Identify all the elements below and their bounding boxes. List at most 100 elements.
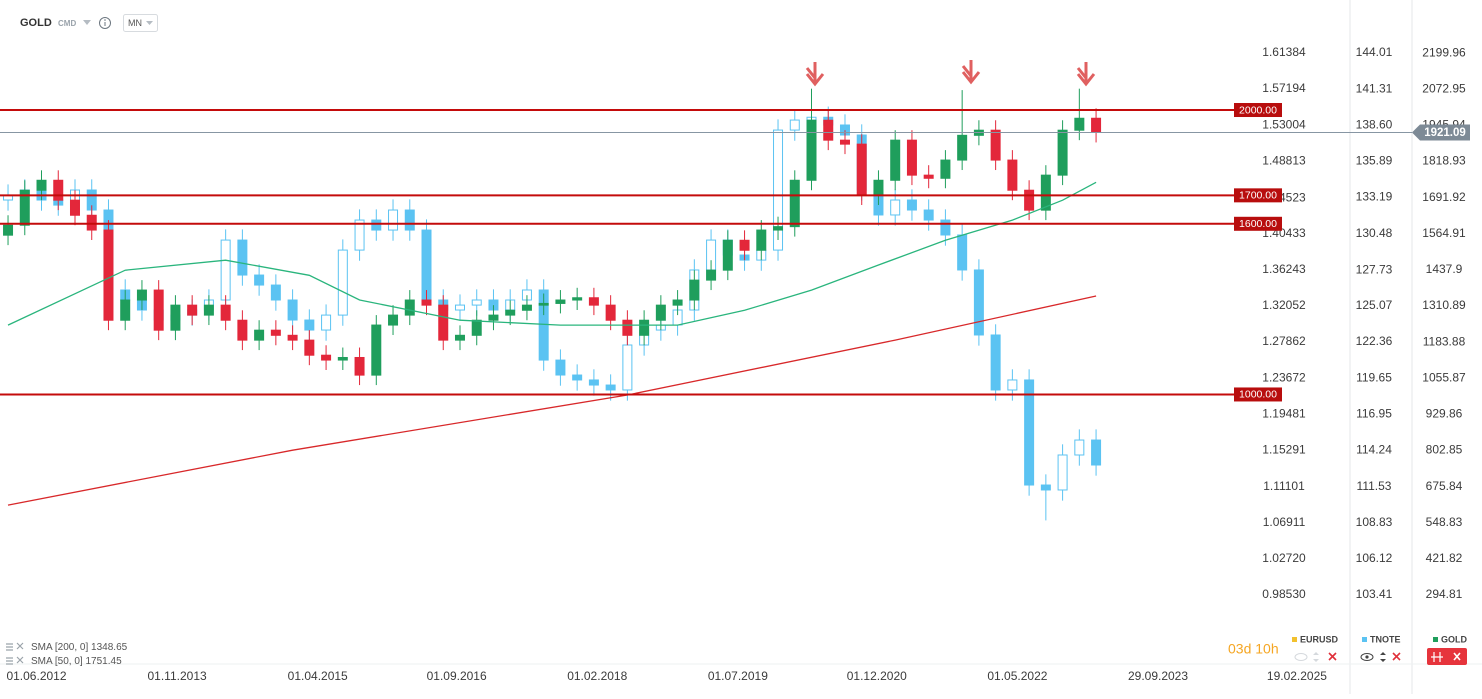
candle-body (36, 179, 47, 191)
candle-body (756, 229, 767, 251)
candle-body (287, 299, 298, 321)
candle-body (973, 269, 984, 336)
tnote-tick-label: 125.07 (1356, 298, 1393, 312)
candle-body (170, 304, 181, 331)
sma-line (7, 181, 1097, 326)
interval-select[interactable] (123, 14, 158, 32)
x-tick-label: 01.07.2019 (708, 669, 768, 683)
candle-body (220, 304, 231, 321)
candle-body (940, 219, 951, 236)
candle-body (270, 329, 281, 336)
tnote-tick-label: 141.31 (1356, 81, 1393, 95)
candle-body (957, 234, 968, 271)
tnote-tick-label: 111.53 (1357, 479, 1392, 493)
candle-body (1057, 454, 1068, 491)
candle-body (906, 199, 917, 211)
legend-controls[interactable] (1294, 648, 1467, 665)
candle-body (237, 319, 248, 341)
candle-body (555, 359, 566, 376)
x-tick-label: 01.06.2012 (6, 669, 66, 683)
series-gold (3, 88, 1102, 386)
tnote-tick-label: 122.36 (1356, 334, 1393, 348)
level-label-box (1234, 103, 1282, 118)
candle-body (672, 299, 683, 306)
candle-body (321, 314, 332, 331)
dropdown-arrow (146, 21, 153, 25)
candle-body (337, 249, 348, 316)
candle-body (354, 219, 365, 251)
candle-body (153, 289, 164, 331)
candle-body (873, 179, 884, 196)
candle-body (588, 297, 599, 306)
candle-body (856, 143, 867, 196)
eurusd-tick-label: 1.06911 (1263, 515, 1306, 529)
indicator-value: 1751.45 (85, 656, 122, 667)
eurusd-tick-label: 1.48813 (1262, 154, 1306, 168)
last-price-label: 1921.09 (1424, 127, 1466, 139)
candle-body (940, 159, 951, 179)
level-label-box (1234, 216, 1282, 231)
legend-swatch (1362, 637, 1367, 642)
legend-label[interactable]: EURUSD (1300, 634, 1339, 644)
eurusd-tick-label: 1.61384 (1262, 45, 1306, 59)
candle-body (639, 319, 650, 336)
eurusd-tick-label: 1.11101 (1263, 479, 1305, 493)
level-label: 1600.00 (1239, 218, 1277, 230)
candle-body (103, 229, 114, 321)
candle-body (622, 319, 633, 336)
candle-body (521, 304, 532, 311)
eurusd-tick-label: 1.19481 (1262, 407, 1306, 421)
candle-body (254, 329, 265, 341)
candle-body (471, 319, 482, 336)
candle-body (689, 279, 700, 301)
candle-body (471, 299, 482, 306)
candle-body (990, 334, 1001, 391)
tnote-tick-label: 133.19 (1356, 190, 1393, 204)
legend-label[interactable]: GOLD (1441, 634, 1467, 644)
candle-body (86, 214, 97, 231)
eurusd-tick-label: 1.27862 (1262, 334, 1306, 348)
gold-tick-label: 802.85 (1426, 443, 1463, 457)
indicator-name: SMA [50, 0] (31, 656, 83, 667)
eurusd-tick-label: 1.32052 (1262, 298, 1306, 312)
candle-body (823, 119, 834, 141)
dropdown-arrow[interactable] (83, 20, 91, 25)
candle-body (321, 354, 332, 361)
instrument-kind: CMD (58, 19, 76, 28)
legend-label[interactable]: TNOTE (1370, 634, 1401, 644)
candle-body (957, 134, 968, 161)
candle-body (53, 179, 64, 201)
candle-body (773, 129, 784, 251)
candle-body (588, 379, 599, 386)
candle-body (3, 224, 14, 236)
candle-body (203, 304, 214, 316)
gold-tick-label: 294.81 (1426, 587, 1463, 601)
candle-body (1040, 174, 1051, 211)
x-tick-label: 01.05.2022 (987, 669, 1047, 683)
eurusd-tick-label: 0.98530 (1262, 587, 1306, 601)
candle-body (605, 384, 616, 391)
indicator-icons[interactable] (6, 642, 24, 665)
candle-body (505, 309, 516, 316)
candle-body (354, 356, 365, 376)
eurusd-tick-label: 1.57194 (1262, 81, 1306, 95)
candle-body (806, 119, 817, 181)
x-tick-label: 29.09.2023 (1128, 669, 1188, 683)
candle-body (655, 304, 666, 321)
indicator-value: 1348.65 (91, 642, 128, 653)
candle-body (839, 139, 850, 145)
info-icon[interactable] (99, 17, 111, 29)
candle-body (421, 299, 432, 306)
candle-body (371, 324, 382, 376)
candle-body (1091, 439, 1102, 466)
symbol[interactable]: GOLD (20, 17, 52, 29)
tnote-tick-label: 144.01 (1356, 45, 1393, 59)
tnote-tick-label: 135.89 (1356, 154, 1393, 168)
candle-body (488, 314, 499, 321)
candle-body (890, 199, 901, 216)
eurusd-tick-label: 1.02720 (1262, 551, 1306, 565)
gold-tick-label: 421.82 (1426, 551, 1463, 565)
indicator-name: SMA [200, 0] (31, 642, 88, 653)
gold-tick-label: 1437.9 (1426, 262, 1463, 276)
